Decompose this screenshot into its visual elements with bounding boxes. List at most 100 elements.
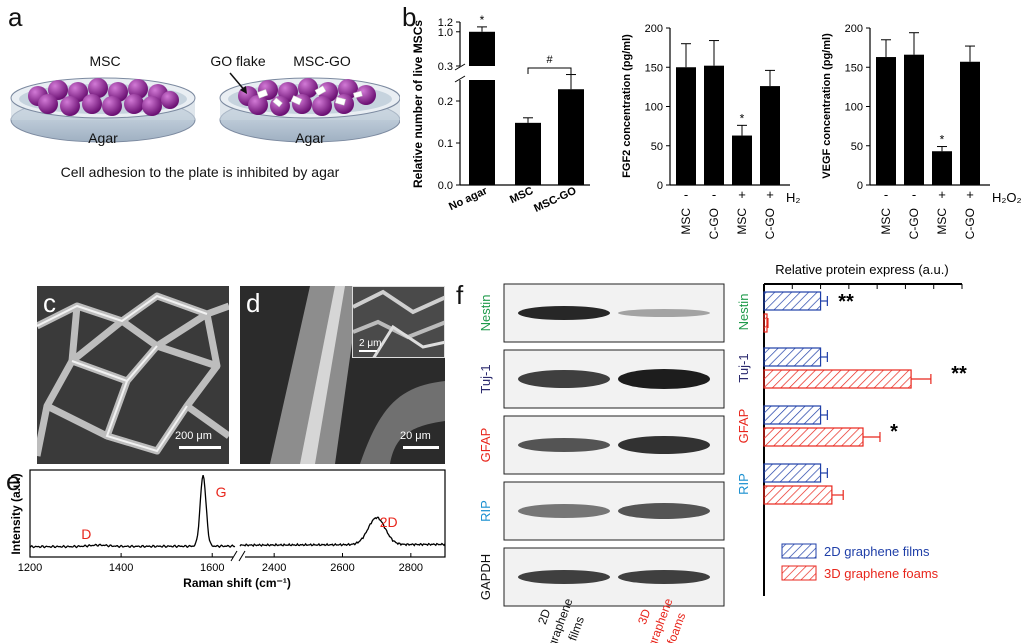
flake-label: GO flake <box>210 53 265 69</box>
scale-bar-d <box>403 446 439 449</box>
significance-marker: * <box>940 133 945 147</box>
blot-band <box>618 369 710 389</box>
y-tick-label: 1.2 <box>438 17 453 29</box>
scale-text-c: 200 μm <box>175 430 212 442</box>
foam-network <box>37 286 229 464</box>
sem-image-strut: d 2 μm 20 μm <box>240 286 445 464</box>
treatment-sign: - <box>912 187 916 202</box>
y-axis-label: Relative number of live MSCs <box>411 20 425 188</box>
y-axis-label: Intensity (a.u.) <box>9 473 23 554</box>
bar <box>876 57 896 185</box>
y-tick-label: 0.2 <box>438 96 453 108</box>
bar <box>763 313 768 333</box>
treatment-sign: - <box>712 187 716 202</box>
x-tick-label: MSC <box>508 185 535 206</box>
category-label: GFAP <box>736 409 751 444</box>
y-tick-label: 100 <box>645 102 663 114</box>
bar <box>515 122 541 185</box>
blot-band <box>518 306 610 320</box>
y-tick-label: 0.3 <box>438 61 453 73</box>
sem-inset: 2 μm <box>352 286 445 358</box>
treatment-sign: + <box>938 187 946 202</box>
chart-live-mscs: 1.21.0 0.3 0.0 0.1 0.2 Relative number of liv… <box>411 13 590 215</box>
peak-label: 2D <box>380 514 398 530</box>
spectrum-line <box>29 475 236 549</box>
sem-image-foam: c 200 μm <box>37 286 229 464</box>
blot-band <box>618 436 710 454</box>
blot-band <box>518 370 610 388</box>
blot-row-label: RIP <box>478 500 493 522</box>
significance-marker: * <box>740 111 745 125</box>
bar <box>469 31 495 66</box>
x-tick-label: MSC-GO <box>963 208 977 240</box>
blot-band <box>618 503 710 519</box>
panel-label-e: e <box>6 466 21 496</box>
bar <box>763 405 822 425</box>
chart-fgf2: 0 50 100 150 200 FGF2 concentration (pg/ml) - M… <box>621 23 800 240</box>
y-tick-label: 150 <box>845 62 863 74</box>
panel-a-schematic: MSC MSC-GO GO flake Agar Agar Cell adhes… <box>10 53 400 180</box>
x-tick-label: 2400 <box>262 562 286 574</box>
x-tick-label: 1200 <box>18 562 42 574</box>
spectrum-line <box>239 516 446 547</box>
axis-break-mark <box>454 75 466 83</box>
chart-title: Relative protein express (a.u.) <box>775 262 948 277</box>
bar <box>676 67 696 185</box>
bar <box>763 463 822 483</box>
blot-row-label: GFAP <box>478 428 493 463</box>
category-label: Tuj-1 <box>736 353 751 382</box>
inset-scale-text: 2 μm <box>359 338 382 349</box>
legend-swatch <box>781 543 817 559</box>
category-label: Nestin <box>736 294 751 331</box>
treatment-label: H₂O₂ <box>786 190 800 205</box>
bar <box>732 135 752 185</box>
y-axis-label: VEGF concentration (pg/ml) <box>821 33 833 179</box>
axis-break-gap <box>233 551 245 563</box>
y-axis-label: FGF2 concentration (pg/ml) <box>621 34 633 178</box>
treatment-sign: + <box>966 187 974 202</box>
blot-row-label: Nestin <box>478 295 493 332</box>
agar-left-label: Agar <box>88 130 118 146</box>
legend-label: 2D graphene films <box>824 544 930 559</box>
treatment-label: H₂O₂ <box>992 190 1022 205</box>
bar <box>704 65 724 185</box>
bar <box>960 61 980 185</box>
y-tick-label: 0 <box>657 180 663 192</box>
bar <box>763 427 864 447</box>
chart-raman: 1200 1400 1600 2400 2600 2800 Raman shift (cm⁻… <box>9 469 446 590</box>
x-tick-label: MSC-GO <box>763 208 777 240</box>
panel-label-b: b <box>402 2 417 32</box>
bar <box>763 485 833 505</box>
scale-bar-c <box>179 446 221 449</box>
treatment-sign: - <box>684 187 688 202</box>
significance-marker: ** <box>838 291 854 313</box>
x-tick-label: 2800 <box>399 562 423 574</box>
x-tick-label: 1400 <box>109 562 133 574</box>
bar <box>763 369 912 389</box>
y-tick-label: 150 <box>645 62 663 74</box>
x-tick-label: MSC-GO <box>532 185 578 215</box>
chart-vegf: 0 50 100 150 200 VEGF concentration (pg/ml) - M… <box>821 23 1022 240</box>
category-label: RIP <box>736 473 751 495</box>
panel-a-caption: Cell adhesion to the plate is inhibited … <box>61 164 340 180</box>
x-tick-label: 1600 <box>200 562 224 574</box>
x-tick-label: 2600 <box>330 562 354 574</box>
cells-left <box>28 78 179 116</box>
lane-label: 3D <box>635 607 654 627</box>
y-tick-label: 50 <box>651 141 663 153</box>
y-tick-label: 1.0 <box>438 27 453 39</box>
x-tick-label: MSC <box>735 208 749 235</box>
significance-marker: # <box>546 54 553 66</box>
dish-left-label: MSC <box>89 53 120 69</box>
x-tick-label: No agar <box>447 185 490 213</box>
inset-scale-bar <box>359 350 377 352</box>
blot-row-label: Tuj-1 <box>478 364 493 393</box>
blot-band <box>518 570 610 584</box>
panel-label-c: c <box>43 288 56 318</box>
scale-text-d: 20 μm <box>400 430 431 442</box>
blot-band <box>618 309 710 317</box>
y-tick-label: 50 <box>851 141 863 153</box>
y-tick-label: 0 <box>857 180 863 192</box>
lane-label: 2D <box>535 607 554 627</box>
